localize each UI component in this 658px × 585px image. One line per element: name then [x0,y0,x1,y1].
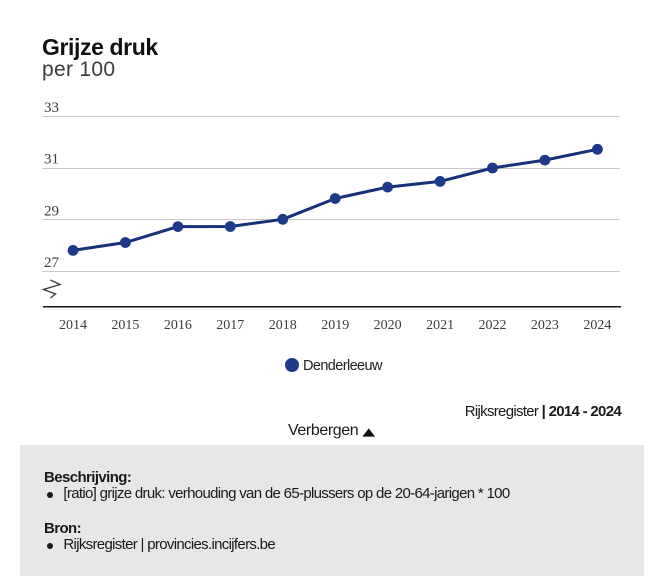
svg-text:2019: 2019 [321,318,349,333]
svg-text:2023: 2023 [531,318,559,333]
svg-text:31: 31 [44,152,59,168]
svg-text:27: 27 [44,255,60,271]
svg-text:2024: 2024 [583,318,611,333]
svg-text:2022: 2022 [479,318,507,333]
svg-text:2017: 2017 [216,318,244,333]
svg-text:2021: 2021 [426,318,454,333]
svg-text:29: 29 [44,203,59,219]
svg-text:33: 33 [44,100,59,116]
svg-text:2015: 2015 [111,318,139,333]
svg-text:2014: 2014 [59,318,87,333]
svg-text:2020: 2020 [374,318,402,333]
svg-text:2018: 2018 [269,318,297,333]
svg-text:2016: 2016 [164,318,192,333]
